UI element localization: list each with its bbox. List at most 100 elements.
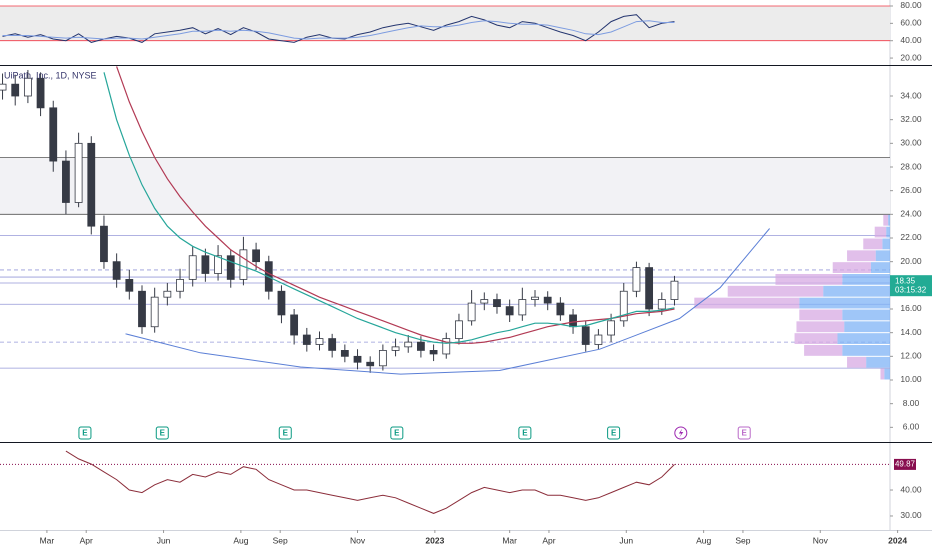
- profile-down: [823, 285, 890, 297]
- y-tick-label: 26.00: [900, 185, 922, 195]
- moving-average: [116, 66, 675, 344]
- x-tick-label: Sep: [735, 535, 750, 545]
- x-tick-label: Jun: [157, 535, 171, 545]
- profile-up: [775, 273, 843, 285]
- event-label: E: [742, 429, 748, 438]
- candle-body: [226, 255, 235, 280]
- candle-body: [201, 255, 210, 274]
- profile-up: [883, 214, 889, 226]
- profile-down: [888, 214, 890, 226]
- chart-title: UiPath, Inc., 1D, NYSE: [4, 70, 97, 80]
- event-icon: [155, 426, 169, 440]
- x-tick-label: Mar: [40, 535, 55, 545]
- profile-down: [875, 250, 890, 262]
- candle-body: [378, 350, 387, 367]
- candle-body: [480, 299, 489, 304]
- event-label: E: [522, 429, 528, 438]
- y-tick-label: 80.00: [900, 0, 922, 10]
- candle-body: [366, 361, 375, 367]
- y-tick-label: 60.00: [900, 18, 922, 28]
- profile-up: [847, 250, 876, 262]
- y-tick-label: 30.00: [900, 510, 922, 520]
- y-tick-label: 22.00: [900, 232, 922, 242]
- x-tick-label: 2024: [888, 535, 907, 545]
- x-tick-label: Apr: [542, 535, 555, 545]
- candle-body: [581, 326, 590, 345]
- candle-body: [0, 83, 7, 91]
- profile-up: [880, 368, 885, 380]
- profile-down: [882, 238, 890, 250]
- profile-up: [863, 238, 883, 250]
- candle-body: [455, 320, 463, 339]
- x-tick-label: Mar: [502, 535, 517, 545]
- candle-body: [657, 299, 666, 310]
- event-label: E: [160, 429, 166, 438]
- profile-down: [866, 356, 890, 368]
- candle-body: [138, 290, 146, 328]
- x-tick-label: Jun: [619, 535, 633, 545]
- candle-body: [505, 306, 514, 316]
- profile-up: [804, 344, 843, 356]
- candle-body: [315, 338, 324, 345]
- profile-down: [842, 273, 890, 285]
- candle-body: [353, 355, 362, 363]
- profile-down: [799, 297, 890, 309]
- x-tick-label: Nov: [813, 535, 829, 545]
- profile-down: [837, 333, 890, 344]
- y-tick-label: 14.00: [900, 327, 922, 337]
- profile-up: [694, 297, 800, 309]
- candle-body: [100, 225, 108, 263]
- y-tick-label: 32.00: [900, 114, 922, 124]
- candle-body: [290, 314, 299, 336]
- y-tick-label: 40.00: [900, 35, 922, 45]
- event-label: E: [611, 429, 617, 438]
- candle-body: [493, 299, 501, 308]
- candle-body: [404, 341, 413, 348]
- candle-body: [518, 299, 527, 316]
- candle-body: [11, 83, 20, 97]
- candle-body: [328, 338, 337, 351]
- countdown: 03:15:32: [895, 285, 927, 294]
- candle-body: [670, 280, 679, 300]
- y-tick-label: 12.00: [900, 351, 922, 361]
- rsi-band-fill: [0, 5, 890, 41]
- profile-up: [799, 309, 843, 321]
- candle-body: [619, 290, 628, 322]
- x-tick-label: Apr: [80, 535, 93, 545]
- candle-body: [556, 302, 565, 316]
- candle-body: [150, 296, 159, 328]
- y-tick-label: 20.00: [900, 52, 922, 62]
- candle-body: [607, 320, 615, 336]
- candle-body: [23, 77, 32, 97]
- price-zone: [0, 157, 890, 215]
- event-icon: [607, 426, 621, 440]
- candle-body: [543, 296, 552, 304]
- candle-body: [36, 77, 45, 109]
- candle-body: [112, 261, 121, 280]
- event-icon: [518, 426, 532, 440]
- profile-down: [842, 309, 890, 321]
- x-tick-label: 2023: [425, 535, 444, 545]
- candle-body: [429, 350, 438, 355]
- candle-body: [188, 255, 197, 280]
- profile-down: [844, 321, 890, 333]
- candle-body: [594, 334, 603, 345]
- candle-body: [239, 249, 248, 280]
- candle-body: [569, 314, 577, 328]
- profile-up: [832, 262, 871, 273]
- event-icon: [78, 426, 92, 440]
- candle-body: [277, 290, 286, 316]
- candle-body: [632, 267, 641, 292]
- x-tick-label: Nov: [350, 535, 366, 545]
- profile-down: [886, 226, 890, 238]
- x-tick-label: Aug: [696, 535, 711, 545]
- profile-up: [727, 285, 824, 297]
- y-tick-label: 40.00: [900, 484, 922, 494]
- pane: [0, 5, 890, 43]
- candle-body: [214, 255, 222, 274]
- profile-up: [874, 226, 887, 238]
- profile-down: [870, 262, 890, 273]
- event-label: E: [82, 429, 88, 438]
- y-tick-label: 24.00: [900, 209, 922, 219]
